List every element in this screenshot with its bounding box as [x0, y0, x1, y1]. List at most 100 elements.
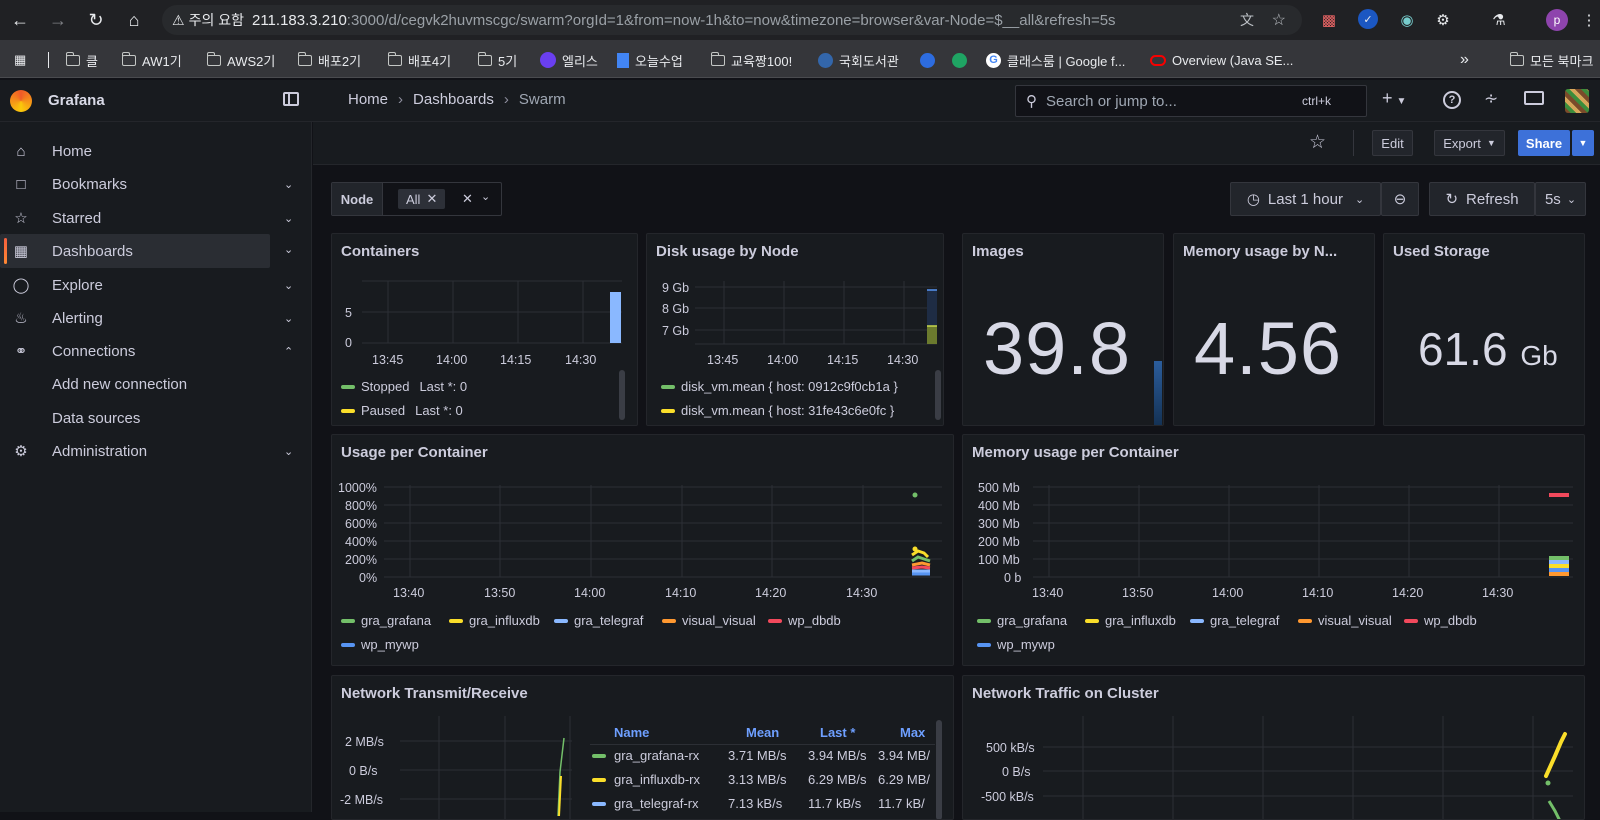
sidebar-item-home[interactable]: ⌂ Home: [0, 134, 270, 168]
panel-usage-per-container[interactable]: Usage per Container 1000% 800% 600% 400%…: [331, 434, 954, 666]
all-bookmarks[interactable]: 모든 북마크: [1509, 50, 1593, 70]
share-button[interactable]: Share: [1518, 130, 1570, 156]
panel-used-storage[interactable]: Used Storage 61.6 Gb: [1383, 233, 1585, 426]
apps-grid-icon[interactable]: ▦: [14, 52, 27, 67]
bookmark-item[interactable]: AWS2기: [206, 50, 275, 70]
security-warning[interactable]: ⚠ 주의 요함: [172, 10, 252, 30]
legend-item[interactable]: wp_dbdb: [768, 613, 841, 628]
legend-item[interactable]: gra_influxdb: [1085, 613, 1176, 628]
sidebar-item-administration[interactable]: ⚙ Administration ⌄: [0, 434, 312, 468]
panel-network-traffic-cluster[interactable]: Network Traffic on Cluster 500 kB/s 0 B/…: [962, 675, 1585, 820]
refresh-button[interactable]: ↻ Refresh: [1429, 182, 1535, 216]
remove-x-icon[interactable]: ✕: [426, 191, 438, 206]
bookmark-item[interactable]: 클: [65, 50, 98, 70]
legend-item[interactable]: Stopped Last *: 0: [341, 379, 467, 394]
legend-item[interactable]: gra_telegraf: [554, 613, 643, 628]
table-header-name[interactable]: Name: [614, 725, 650, 740]
bookmark-item[interactable]: [952, 50, 967, 70]
legend-item[interactable]: gra_grafana: [341, 613, 431, 628]
search-input[interactable]: ⚲ Search or jump to... ctrl+k: [1015, 85, 1367, 117]
translate-icon[interactable]: 文: [1240, 12, 1254, 28]
edit-button[interactable]: Edit: [1372, 130, 1413, 156]
chevron-up-icon[interactable]: ⌃: [284, 345, 294, 358]
breadcrumb-dashboards[interactable]: Dashboards: [413, 91, 494, 108]
add-button[interactable]: + ▼: [1382, 88, 1406, 109]
bookmark-item[interactable]: 교육짱100!: [710, 50, 792, 70]
kiosk-monitor-icon[interactable]: [1524, 91, 1544, 105]
table-scrollbar[interactable]: [936, 720, 942, 819]
bookmark-item[interactable]: 국회도서관: [818, 50, 899, 70]
table-header-max[interactable]: Max: [900, 725, 926, 740]
chevron-down-icon[interactable]: ⌄: [284, 178, 294, 191]
bookmark-item[interactable]: G 클래스룸 | Google f...: [986, 50, 1125, 70]
legend-item[interactable]: visual_visual: [662, 613, 756, 628]
legend-scrollbar[interactable]: [619, 370, 625, 420]
extension-check-icon[interactable]: ✓: [1358, 9, 1378, 29]
panel-network-transmit-receive[interactable]: Network Transmit/Receive 2 MB/s 0 B/s -2…: [331, 675, 954, 820]
clear-x-icon[interactable]: ✕: [462, 191, 473, 206]
bookmark-item[interactable]: AW1기: [121, 50, 182, 70]
sidebar-item-explore[interactable]: ◯ Explore ⌄: [0, 268, 312, 302]
grafana-logo-icon[interactable]: [10, 90, 32, 112]
legend-scrollbar[interactable]: [935, 370, 941, 420]
panel-disk-usage[interactable]: Disk usage by Node 9 Gb 8 Gb 7 Gb 13:45 …: [646, 233, 944, 426]
panel-images[interactable]: Images 39.8: [962, 233, 1164, 426]
chevron-down-icon[interactable]: ⌄: [284, 212, 294, 225]
news-rss-icon[interactable]: ∻: [1484, 89, 1499, 108]
legend-item[interactable]: disk_vm.mean { host: 31fe43c6e0fc }: [661, 403, 894, 418]
chevron-down-icon[interactable]: ⌄: [284, 312, 294, 325]
time-range-picker[interactable]: ◷ Last 1 hour ⌄: [1230, 182, 1381, 216]
node-value-chip[interactable]: All ✕: [398, 189, 446, 209]
bookmark-item[interactable]: [920, 50, 935, 70]
legend-item[interactable]: gra_grafana: [977, 613, 1067, 628]
bookmark-item[interactable]: 5기: [477, 50, 517, 70]
more-bookmarks-button[interactable]: »: [1460, 51, 1469, 68]
chevron-down-icon[interactable]: ⌄: [481, 191, 491, 203]
dock-menu-icon[interactable]: [283, 92, 299, 106]
help-icon[interactable]: ?: [1443, 91, 1461, 109]
mark-favorite-star-icon[interactable]: ☆: [1309, 132, 1327, 153]
chevron-down-icon[interactable]: ⌄: [284, 279, 294, 292]
legend-item[interactable]: wp_mywp: [341, 637, 419, 652]
legend-item[interactable]: disk_vm.mean { host: 0912c9f0cb1a }: [661, 379, 898, 394]
forward-icon[interactable]: →: [49, 9, 67, 30]
extensions-puzzle-icon[interactable]: ⚙: [1436, 12, 1450, 29]
menu-kebab-icon[interactable]: ⋮: [1581, 12, 1597, 29]
table-header-last[interactable]: Last *: [820, 725, 856, 740]
sidebar-item-starred[interactable]: ☆ Starred ⌄: [0, 201, 312, 235]
home-icon[interactable]: ⌂: [128, 9, 140, 30]
panel-memory-by-node[interactable]: Memory usage by N... 4.56: [1173, 233, 1375, 426]
sidebar-item-data-sources[interactable]: Data sources: [0, 401, 270, 435]
sidebar-item-alerting[interactable]: ♨ Alerting ⌄: [0, 301, 312, 335]
zoom-out-icon[interactable]: ⊖: [1381, 182, 1419, 216]
back-icon[interactable]: ←: [11, 9, 29, 30]
bookmark-item[interactable]: 배포4기: [387, 50, 451, 70]
table-header-mean[interactable]: Mean: [746, 725, 780, 740]
breadcrumb-home[interactable]: Home: [348, 91, 389, 108]
user-avatar[interactable]: [1565, 89, 1589, 113]
legend-item[interactable]: wp_mywp: [977, 637, 1055, 652]
extension-icon[interactable]: ▩: [1321, 12, 1337, 29]
bookmark-item[interactable]: Overview (Java SE...: [1150, 50, 1293, 70]
chevron-down-icon[interactable]: ⌄: [284, 244, 294, 256]
legend-item[interactable]: gra_telegraf: [1190, 613, 1279, 628]
sidebar-item-connections[interactable]: ⚭ Connections ⌃: [0, 334, 312, 368]
sidebar-item-add-new-connection[interactable]: Add new connection: [0, 367, 270, 401]
export-button[interactable]: Export ▼: [1434, 130, 1505, 156]
bookmark-item[interactable]: 엘리스: [540, 50, 598, 70]
profile-avatar[interactable]: p: [1546, 9, 1568, 31]
reload-icon[interactable]: ↻: [88, 9, 104, 30]
legend-item[interactable]: Paused Last *: 0: [341, 403, 463, 418]
sidebar-item-bookmarks[interactable]: □ Bookmarks ⌄: [0, 167, 312, 201]
address-bar[interactable]: ⚠ 주의 요함 211.183.3.210:3000/d/cegvk2huvmsc…: [162, 5, 1302, 35]
extension-globe-icon[interactable]: ◉: [1400, 12, 1414, 29]
legend-item[interactable]: visual_visual: [1298, 613, 1392, 628]
refresh-interval-picker[interactable]: 5s ⌄: [1535, 182, 1586, 216]
legend-item[interactable]: wp_dbdb: [1404, 613, 1477, 628]
bookmark-star-icon[interactable]: ☆: [1271, 12, 1286, 29]
panel-memory-per-container[interactable]: Memory usage per Container 500 Mb 400 Mb…: [962, 434, 1585, 666]
bookmark-item[interactable]: 오늘수업: [617, 50, 683, 70]
legend-item[interactable]: gra_influxdb: [449, 613, 540, 628]
bookmark-item[interactable]: 배포2기: [297, 50, 361, 70]
panel-containers[interactable]: Containers 5 0 13:45 14:00 14:15 14:30 S…: [331, 233, 638, 426]
